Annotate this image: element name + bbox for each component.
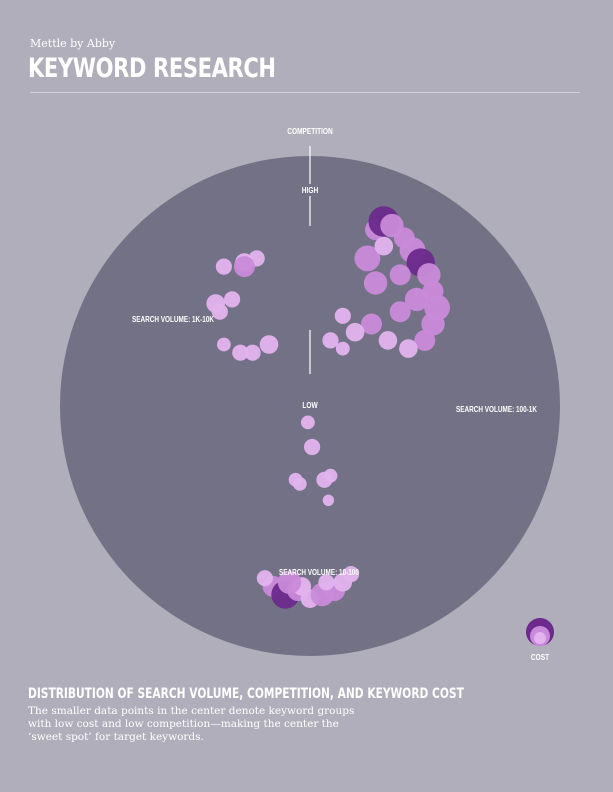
cost-legend: COST — [526, 618, 554, 662]
bubble-point — [354, 245, 381, 272]
group-labels: SEARCH VOLUME: 1K-10K SEARCH VOLUME: 100… — [132, 314, 538, 577]
bubble-point — [345, 322, 365, 342]
bubble-point — [217, 337, 231, 352]
cost-legend-label: COST — [531, 652, 550, 662]
group-label-1k-10k: SEARCH VOLUME: 1K-10K — [132, 314, 215, 324]
axis-title: COMPETITION — [287, 126, 332, 136]
bubble-point — [292, 477, 307, 491]
bubble-point — [322, 494, 335, 506]
bubble-point — [256, 570, 273, 587]
cost-legend-inner — [534, 632, 546, 644]
bubble-point — [363, 271, 388, 295]
bubble-point — [389, 301, 411, 323]
group-label-100-1k: SEARCH VOLUME: 100-1K — [456, 404, 538, 414]
axis-high-label: HIGH — [302, 185, 318, 195]
bubble-point — [211, 303, 228, 320]
caption-line-3: ‘sweet spot’ for target keywords. — [28, 731, 204, 743]
caption-body: The smaller data points in the center de… — [28, 705, 388, 744]
competition-axis: COMPETITION HIGH LOW — [284, 125, 336, 410]
caption-line-1: The smaller data points in the center de… — [28, 705, 355, 717]
axis-low-label: LOW — [302, 400, 317, 410]
bubble-point — [215, 258, 232, 275]
bubble-point — [277, 570, 302, 594]
bubble-point — [301, 415, 315, 430]
bubble-point — [389, 264, 411, 286]
bubble-point — [361, 313, 382, 335]
bubble-point — [304, 438, 321, 456]
bubble-point — [399, 339, 418, 358]
bubble-point — [414, 329, 436, 351]
bubble-point — [335, 341, 350, 356]
title-divider — [30, 92, 580, 93]
axis-label-bg-high — [298, 184, 322, 196]
bubble-point — [342, 566, 360, 583]
bubble-point — [417, 263, 441, 287]
bubble-point — [404, 287, 429, 312]
caption-heading: DISTRIBUTION OF SEARCH VOLUME, COMPETITI… — [28, 686, 464, 702]
bubble-point — [244, 344, 261, 361]
caption-line-2: with low cost and low competition—making… — [28, 718, 339, 730]
bubble-point — [259, 335, 279, 354]
axis-label-bg-title — [284, 125, 336, 137]
byline: Mettle by Abby — [30, 37, 116, 50]
bubble-point — [232, 344, 249, 361]
bubble-point — [374, 236, 394, 256]
bubble-point — [334, 307, 351, 324]
bubble-point — [318, 574, 335, 591]
bubble-point — [322, 332, 339, 349]
bubble-point — [421, 312, 445, 336]
bubble-chart: COMPETITION HIGH LOW SEARCH VOLUME: 1K-1… — [60, 125, 560, 662]
bubble-point — [233, 256, 255, 278]
group-label-10-100: SEARCH VOLUME: 10-100 — [279, 567, 359, 577]
bubble-point — [323, 468, 338, 483]
bubble-point — [378, 331, 398, 350]
page-title: KEYWORD RESEARCH — [28, 53, 276, 84]
bubble-layer — [206, 206, 450, 609]
bubble-point — [224, 291, 241, 308]
